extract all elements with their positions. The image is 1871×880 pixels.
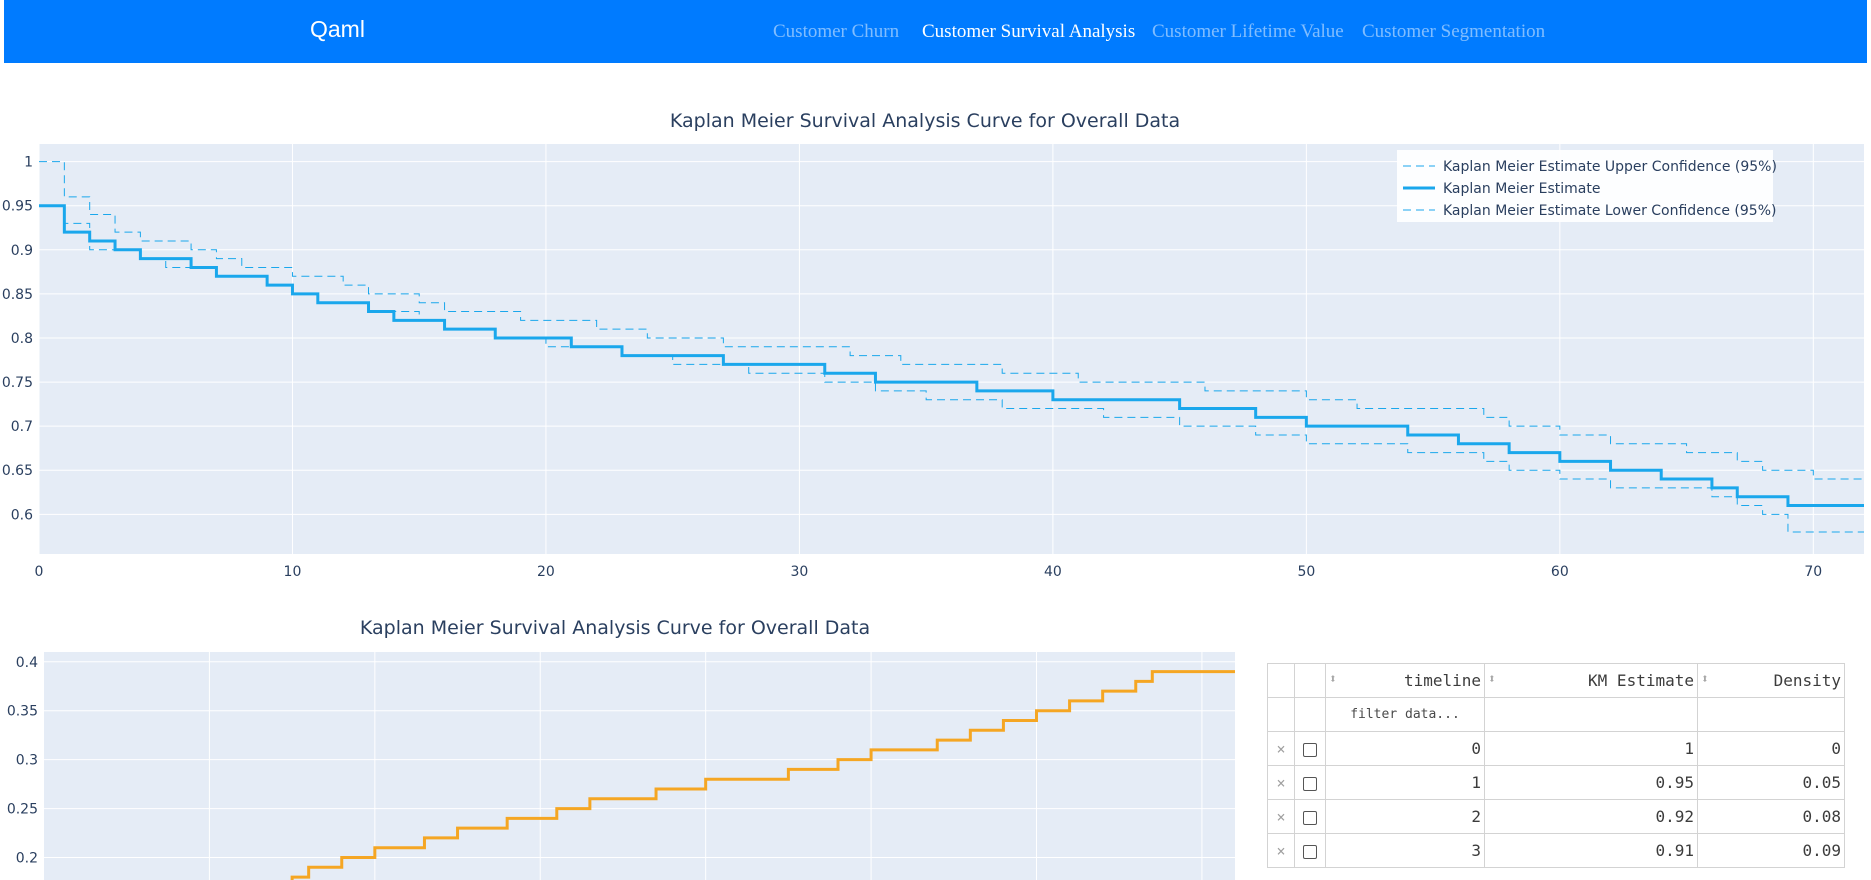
table-row: × 3 0.91 0.09: [1267, 833, 1845, 868]
cell-timeline[interactable]: 2: [1325, 799, 1485, 834]
cell-density[interactable]: 0: [1697, 731, 1845, 766]
x-tick-label: 50: [1297, 564, 1315, 580]
series-group: [39, 161, 1864, 533]
filter-input-km-estimate[interactable]: [1484, 697, 1698, 732]
column-header-density[interactable]: ⬍ Density: [1697, 663, 1845, 698]
table-row: × 2 0.92 0.08: [1267, 799, 1845, 834]
cell-km-estimate[interactable]: 0.92: [1484, 799, 1698, 834]
cell-timeline[interactable]: 0: [1325, 731, 1485, 766]
cell-km-estimate[interactable]: 0.95: [1484, 765, 1698, 800]
x-tick-label: 0: [35, 564, 44, 580]
y-tick-label: 0.4: [16, 655, 38, 671]
x-tick-label: 40: [1044, 564, 1062, 580]
remove-row-icon[interactable]: ×: [1267, 731, 1295, 766]
checkbox-icon[interactable]: [1303, 776, 1317, 791]
x-tick-label: 30: [791, 564, 809, 580]
density-chart[interactable]: 0.2 0.25 0.3 0.35 0.4: [0, 648, 1250, 880]
filter-row: filter data...: [1267, 697, 1845, 732]
checkbox-icon[interactable]: [1303, 810, 1317, 825]
remove-row-icon[interactable]: ×: [1267, 799, 1295, 834]
y-tick-label: 1: [24, 155, 33, 171]
filter-input-timeline[interactable]: filter data...: [1325, 697, 1485, 732]
y-tick-label: 0.75: [2, 375, 33, 391]
row-checkbox[interactable]: [1294, 765, 1326, 800]
column-header-km-estimate[interactable]: ⬍ KM Estimate: [1484, 663, 1698, 698]
series-group: [290, 670, 1235, 880]
y-tick-label: 0.3: [16, 753, 38, 769]
y-tick-label: 0.85: [2, 287, 33, 303]
legend-box: [1397, 150, 1773, 222]
nav-link-customer-survival-analysis[interactable]: Customer Survival Analysis: [922, 21, 1136, 42]
x-tick-label: 10: [284, 564, 302, 580]
cell-density[interactable]: 0.08: [1697, 799, 1845, 834]
row-checkbox[interactable]: [1294, 833, 1326, 868]
row-checkbox[interactable]: [1294, 799, 1326, 834]
y-tick-label: 0.25: [7, 802, 38, 818]
y-tick-label: 0.2: [16, 850, 38, 866]
header-remove-cell: [1267, 663, 1295, 698]
confidence-line-0: [39, 161, 1864, 480]
x-tick-label: 70: [1804, 564, 1822, 580]
table-row: × 1 0.95 0.05: [1267, 765, 1845, 800]
cell-timeline[interactable]: 3: [1325, 833, 1485, 868]
nav-link-customer-churn[interactable]: Customer Churn: [773, 21, 900, 42]
y-tick-label: 0.65: [2, 463, 33, 479]
brand-logo[interactable]: Qaml: [310, 16, 365, 42]
x-tick-label: 60: [1551, 564, 1569, 580]
y-tick-label: 0.95: [2, 199, 33, 215]
header-select-cell: [1294, 663, 1326, 698]
nav-link-customer-lifetime-value[interactable]: Customer Lifetime Value: [1152, 21, 1344, 42]
checkbox-icon[interactable]: [1303, 844, 1317, 859]
y-tick-label: 0.6: [11, 507, 33, 523]
confidence-line-2: [39, 205, 1864, 533]
table-header-row: ⬍ timeline ⬍ KM Estimate ⬍ Density: [1267, 663, 1845, 698]
nav-link-customer-segmentation[interactable]: Customer Segmentation: [1362, 21, 1546, 42]
cell-density[interactable]: 0.09: [1697, 833, 1845, 868]
cell-km-estimate[interactable]: 0.91: [1484, 833, 1698, 868]
table-row: × 0 1 0: [1267, 731, 1845, 766]
cell-km-estimate[interactable]: 1: [1484, 731, 1698, 766]
cell-density[interactable]: 0.05: [1697, 765, 1845, 800]
density-chart-title: Kaplan Meier Survival Analysis Curve for…: [359, 617, 871, 639]
y-tick-label: 0.7: [11, 419, 33, 435]
estimate-line-0: [290, 670, 1235, 880]
plot-area: [44, 652, 1235, 880]
km-data-table: ⬍ timeline ⬍ KM Estimate ⬍ Density filter d…: [1267, 663, 1845, 868]
legend-label: Kaplan Meier Estimate Upper Confidence (…: [1443, 159, 1777, 175]
row-checkbox[interactable]: [1294, 731, 1326, 766]
sort-icon[interactable]: ⬍: [1701, 672, 1709, 687]
sort-icon[interactable]: ⬍: [1329, 672, 1337, 687]
sort-icon[interactable]: ⬍: [1488, 672, 1496, 687]
filter-input-density[interactable]: [1697, 697, 1845, 732]
km-chart-title: Kaplan Meier Survival Analysis Curve for…: [669, 110, 1181, 132]
x-tick-label: 20: [537, 564, 555, 580]
remove-row-icon[interactable]: ×: [1267, 765, 1295, 800]
checkbox-icon[interactable]: [1303, 742, 1317, 757]
navbar: Qaml Customer Churn Customer Survival An…: [4, 0, 1867, 63]
y-tick-label: 0.9: [11, 243, 33, 259]
y-tick-label: 0.8: [11, 331, 33, 347]
remove-row-icon[interactable]: ×: [1267, 833, 1295, 868]
y-tick-label: 0.35: [7, 704, 38, 720]
legend-label: Kaplan Meier Estimate Lower Confidence (…: [1443, 203, 1776, 219]
column-header-timeline[interactable]: ⬍ timeline: [1325, 663, 1485, 698]
legend-label: Kaplan Meier Estimate: [1443, 181, 1600, 197]
cell-timeline[interactable]: 1: [1325, 765, 1485, 800]
